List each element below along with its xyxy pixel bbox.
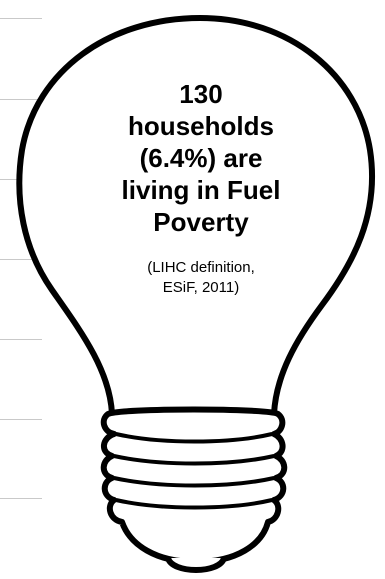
guide-line bbox=[0, 498, 42, 499]
guide-line bbox=[0, 339, 42, 340]
bulb-thread bbox=[113, 476, 275, 488]
source-note: (LIHC definition, ESiF, 2011) bbox=[70, 258, 332, 298]
source-line: (LIHC definition, bbox=[147, 259, 255, 276]
headline-line: living in Fuel bbox=[121, 175, 281, 205]
bulb-thread bbox=[113, 454, 275, 466]
headline-line: (6.4%) are bbox=[139, 143, 263, 173]
bulb-text: 130 households (6.4%) are living in Fuel… bbox=[70, 78, 332, 298]
guide-line bbox=[0, 259, 42, 260]
bulb-glass bbox=[16, 15, 376, 417]
headline: 130 households (6.4%) are living in Fuel… bbox=[70, 78, 332, 238]
headline-line: 130 bbox=[179, 79, 223, 109]
guide-line bbox=[0, 419, 42, 420]
headline-line: households bbox=[128, 111, 274, 141]
bulb-thread bbox=[115, 498, 273, 510]
bulb-tip bbox=[165, 556, 227, 573]
bulb-thread bbox=[115, 432, 273, 444]
guide-line bbox=[0, 18, 42, 19]
headline-line: Poverty bbox=[153, 207, 249, 237]
guide-line bbox=[0, 99, 42, 100]
source-line: ESiF, 2011) bbox=[162, 279, 240, 296]
